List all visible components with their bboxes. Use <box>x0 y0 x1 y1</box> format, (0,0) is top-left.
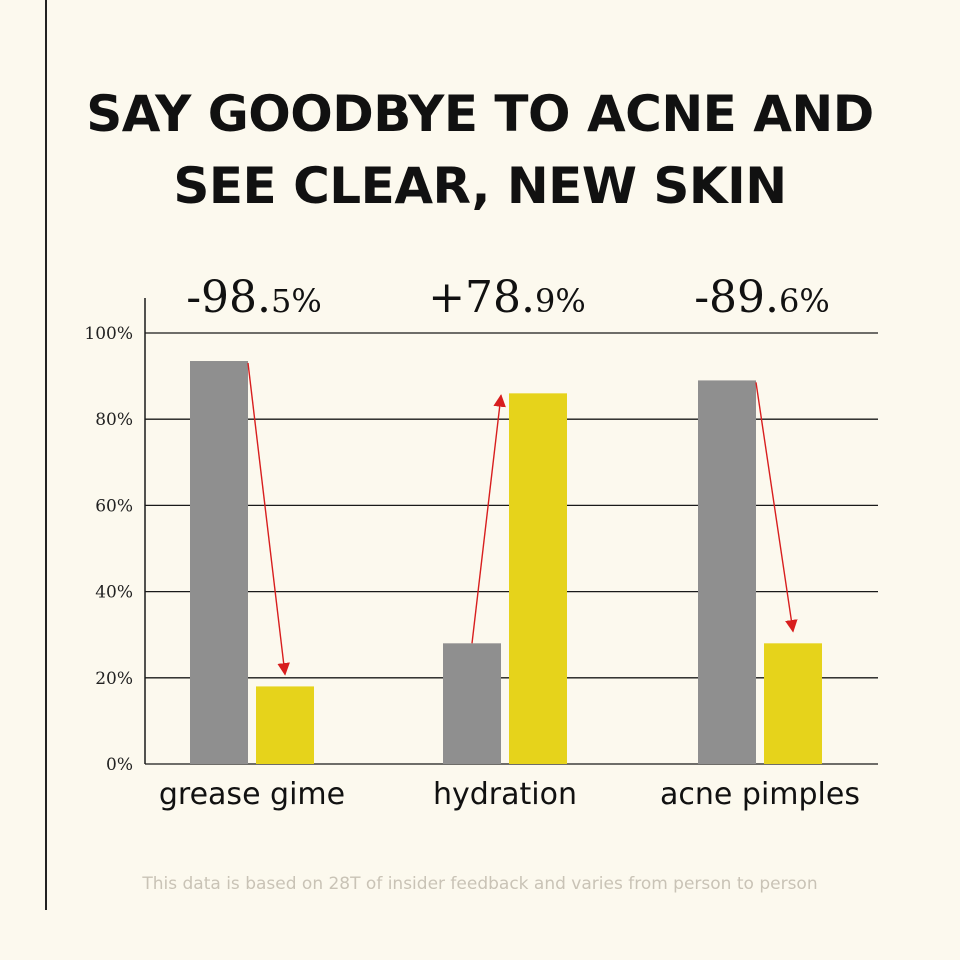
page-title: SAY GOODBYE TO ACNE AND SEE CLEAR, NEW S… <box>0 78 960 222</box>
category-label: hydration <box>433 777 577 812</box>
y-tick-label: 20% <box>95 669 133 689</box>
change-arrow-1 <box>247 362 290 676</box>
y-tick-label: 40% <box>95 583 133 603</box>
category-label: grease gime <box>159 777 345 812</box>
title-line-2: SEE CLEAR, NEW SKIN <box>173 157 787 215</box>
y-tick-label: 80% <box>95 410 133 430</box>
title-line-1: SAY GOODBYE TO ACNE AND <box>86 85 874 143</box>
frame-line <box>45 0 47 910</box>
bar-after-3 <box>764 643 822 764</box>
bar-chart: 0% 20% 40% 60% 80% 100% grease gime -98.5% hydra… <box>84 272 878 812</box>
y-tick-label: 0% <box>106 755 133 775</box>
bar-before-3 <box>698 380 756 764</box>
y-tick-label: 60% <box>95 496 133 516</box>
change-label-2: +78.9% <box>428 272 586 323</box>
change-arrow-3 <box>755 382 798 633</box>
change-label-1: -98.5% <box>186 272 322 323</box>
bar-after-2 <box>509 393 567 764</box>
bar-before-2 <box>443 643 501 764</box>
category-label: acne pimples <box>660 777 860 812</box>
footnote: This data is based on 28T of insider fee… <box>142 874 818 894</box>
change-arrow-2 <box>471 394 506 644</box>
y-tick-label: 100% <box>84 324 133 344</box>
bar-before-1 <box>190 361 248 764</box>
change-label-3: -89.6% <box>694 272 830 323</box>
bar-after-1 <box>256 686 314 764</box>
